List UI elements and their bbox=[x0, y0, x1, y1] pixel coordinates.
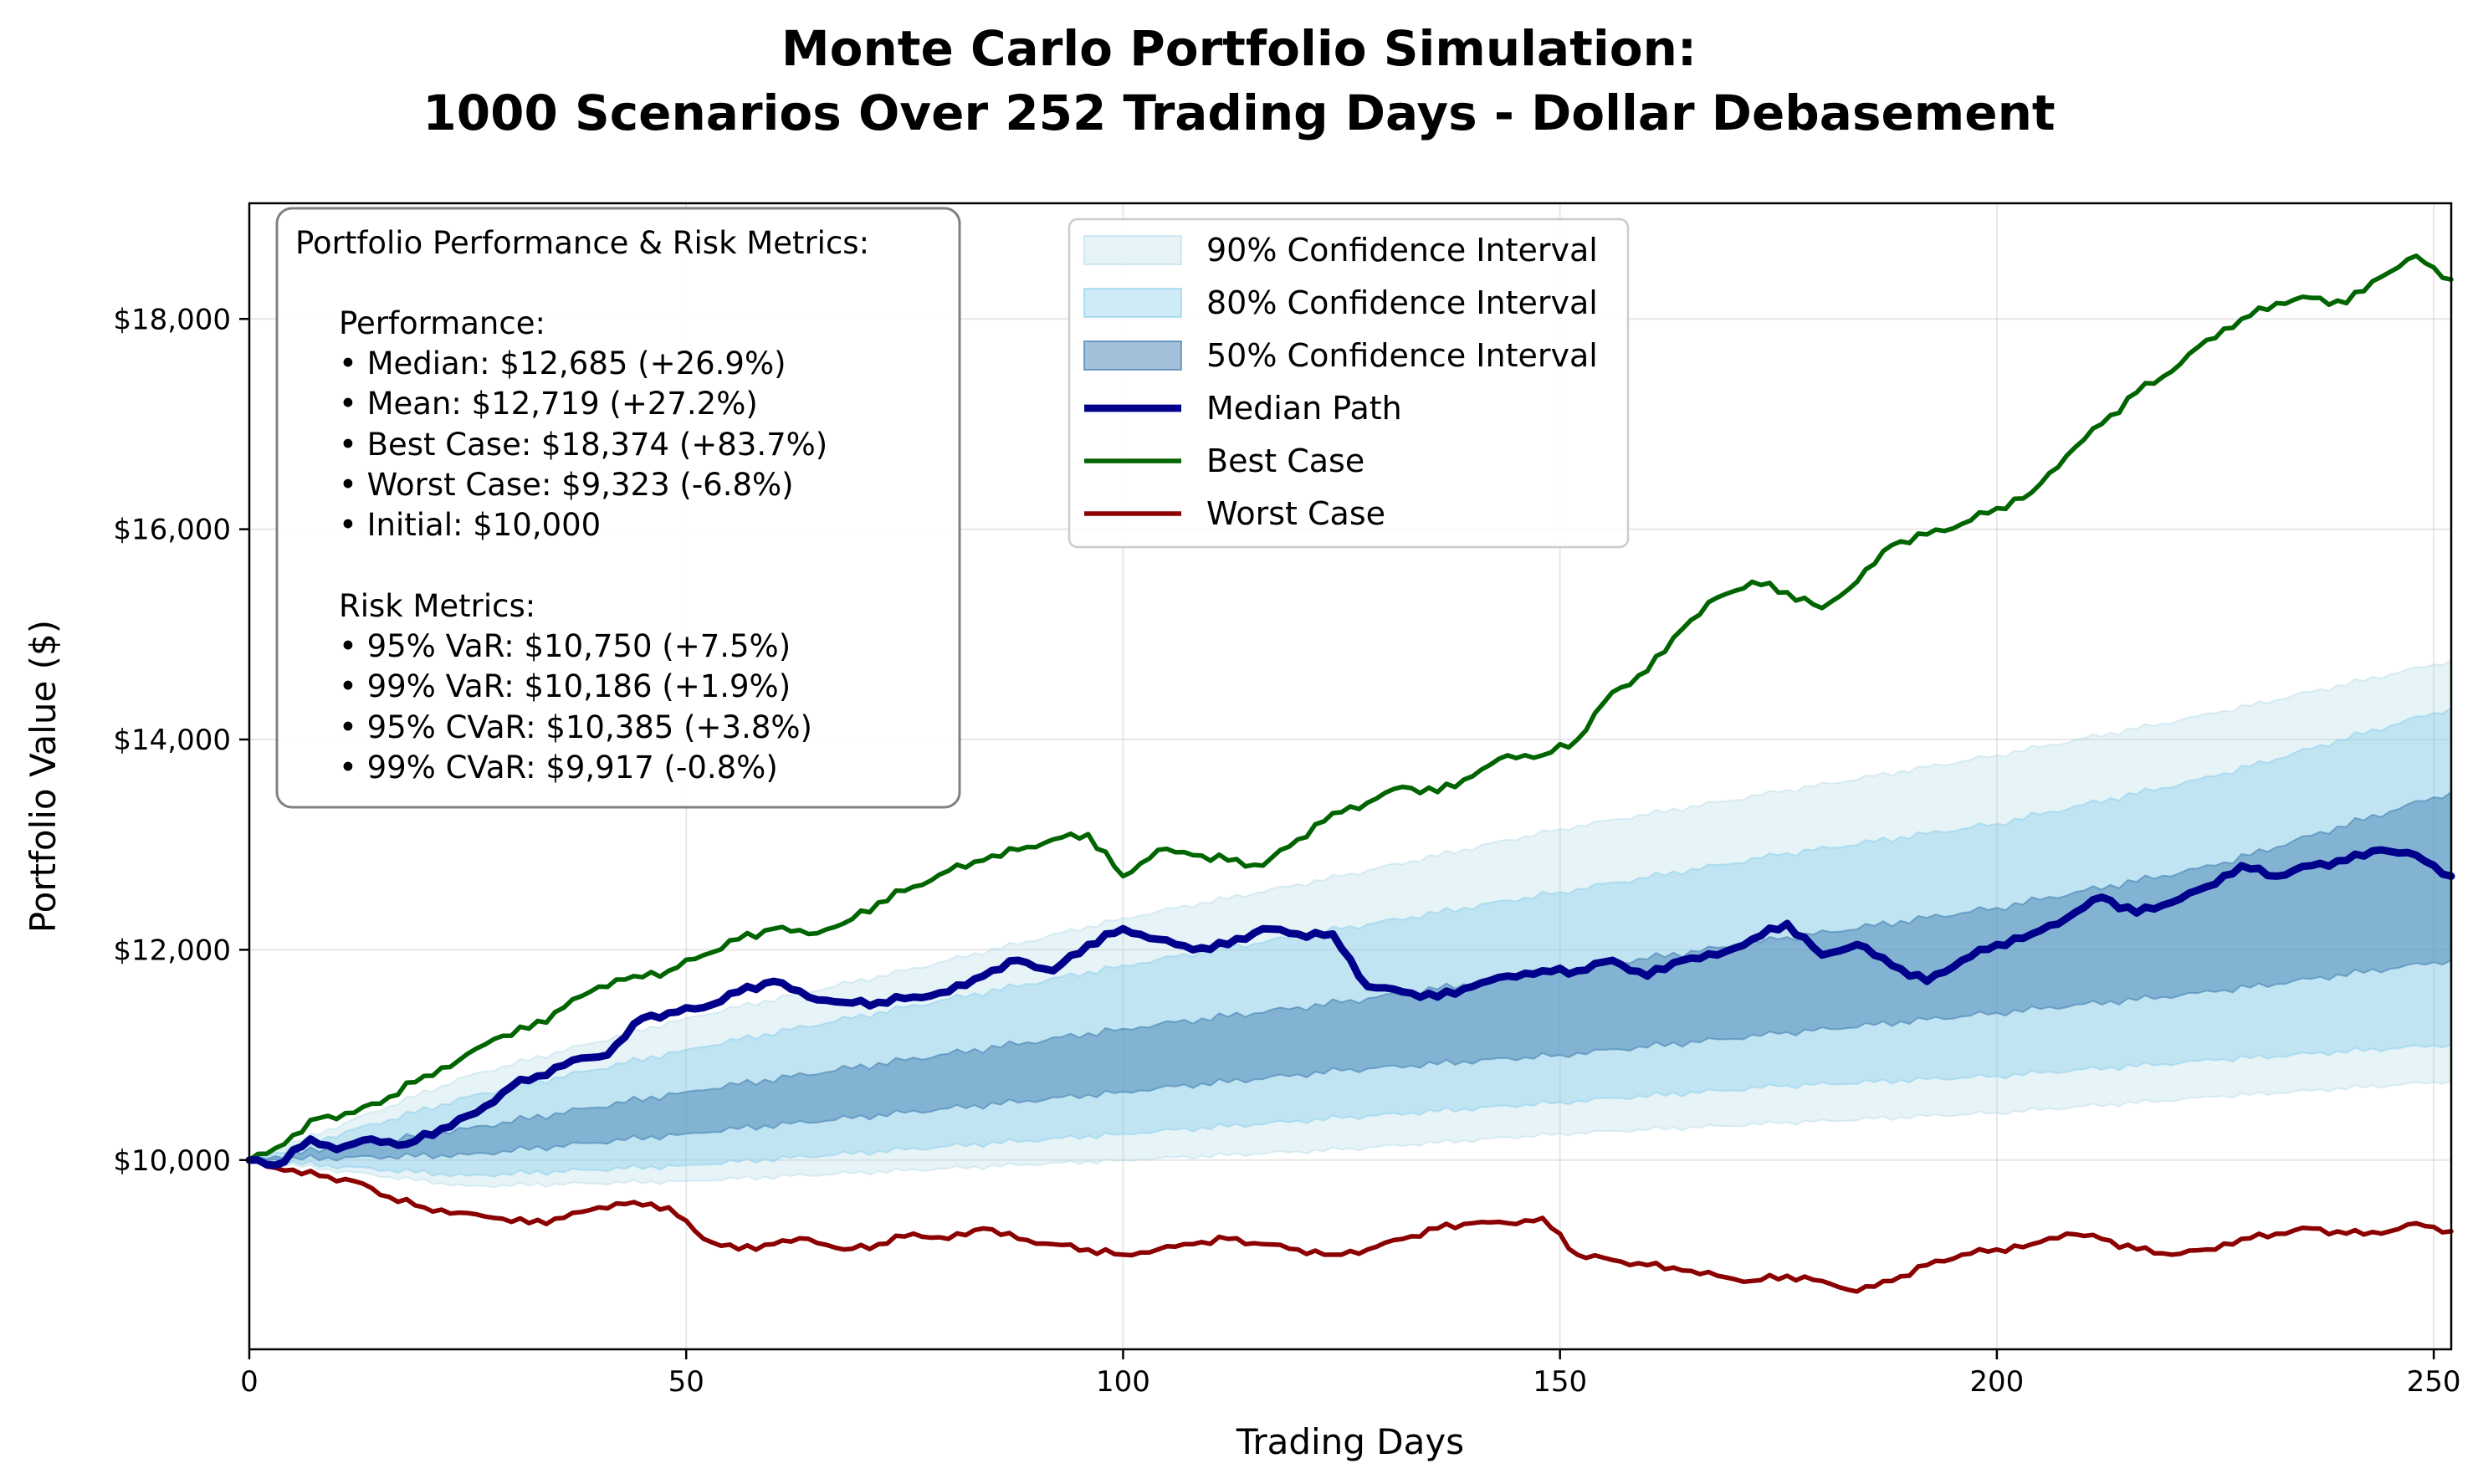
chart-title-line-2: 1000 Scenarios Over 252 Trading Days - D… bbox=[422, 84, 2055, 141]
metric-best-case: • Best Case: $18,374 (+83.7%) bbox=[339, 427, 827, 463]
metric-worst-case: • Worst Case: $9,323 (-6.8%) bbox=[339, 467, 794, 503]
metric-initial: • Initial: $10,000 bbox=[339, 507, 601, 543]
chart-title-line-1: Monte Carlo Portfolio Simulation: bbox=[781, 20, 1697, 77]
legend-label-80-confidence-interval: 80% Confidence Interval bbox=[1206, 284, 1598, 321]
confidence-bands bbox=[248, 659, 2452, 1189]
x-tick-label: 150 bbox=[1533, 1365, 1587, 1399]
y-tick-label: $16,000 bbox=[113, 514, 231, 547]
x-axis-label: Trading Days bbox=[1236, 1421, 1464, 1462]
x-tick-label: 200 bbox=[1969, 1365, 2024, 1399]
x-tick-label: 100 bbox=[1096, 1365, 1150, 1399]
worst-case-line bbox=[247, 1158, 2454, 1294]
y-tick-label: $14,000 bbox=[113, 724, 231, 757]
y-tick-label: $10,000 bbox=[113, 1144, 231, 1178]
y-axis-label: Portfolio Value ($) bbox=[23, 620, 64, 933]
metric-var-95: • 95% VaR: $10,750 (+7.5%) bbox=[339, 628, 791, 664]
y-tick-label: $12,000 bbox=[113, 934, 231, 967]
legend: 90% Confidence Interval 80% Confidence In… bbox=[1067, 217, 1630, 549]
x-tick-label: 250 bbox=[2407, 1365, 2461, 1399]
risk-heading: Risk Metrics: bbox=[339, 588, 535, 624]
plot-frame bbox=[248, 202, 2453, 1351]
y-axis-ticks: $10,000 $12,000 $14,000 $16,000 $18,000 bbox=[113, 303, 249, 1178]
legend-swatch-90-confidence-interval bbox=[1083, 235, 1182, 265]
metrics-heading: Portfolio Performance & Risk Metrics: bbox=[295, 225, 869, 261]
legend-label-best-case: Best Case bbox=[1206, 443, 1364, 479]
performance-heading: Performance: bbox=[339, 305, 545, 341]
y-tick-label: $18,000 bbox=[113, 303, 231, 336]
metric-var-99: • 99% VaR: $10,186 (+1.9%) bbox=[339, 668, 791, 704]
legend-label-worst-case: Worst Case bbox=[1206, 495, 1385, 532]
median-path-line bbox=[245, 846, 2455, 1169]
legend-label-50-confidence-interval: 50% Confidence Interval bbox=[1206, 337, 1598, 374]
legend-label-median-path: Median Path bbox=[1206, 390, 1402, 427]
legend-swatch-80-confidence-interval bbox=[1083, 288, 1182, 318]
x-tick-label: 50 bbox=[668, 1365, 704, 1399]
metric-cvar-95: • 95% CVaR: $10,385 (+3.8%) bbox=[339, 709, 812, 745]
best-case-line bbox=[247, 253, 2454, 1163]
metric-cvar-99: • 99% CVaR: $9,917 (-0.8%) bbox=[339, 750, 778, 785]
legend-frame bbox=[1067, 217, 1630, 549]
metrics-box: Portfolio Performance & Risk Metrics: Pe… bbox=[275, 207, 961, 809]
metric-median: • Median: $12,685 (+26.9%) bbox=[339, 345, 786, 381]
x-tick-label: 0 bbox=[240, 1365, 259, 1399]
series-lines bbox=[245, 253, 2455, 1294]
legend-swatch-50-confidence-interval bbox=[1083, 340, 1182, 371]
x-axis-ticks: 0 50 100 150 200 250 bbox=[240, 1349, 2461, 1399]
legend-label-90-confidence-interval: 90% Confidence Interval bbox=[1206, 232, 1598, 269]
metrics-box-frame bbox=[275, 207, 961, 809]
metric-mean: • Mean: $12,719 (+27.2%) bbox=[339, 386, 758, 422]
